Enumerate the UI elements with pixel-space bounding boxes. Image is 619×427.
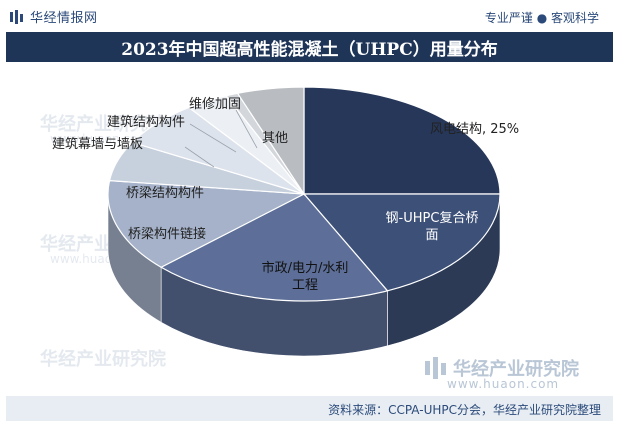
watermark-text: 华经产业研究院 — [40, 349, 166, 370]
pie-slice-2 — [159, 193, 389, 302]
pie-slice-1 — [302, 193, 501, 292]
leader-line-1 — [189, 123, 237, 153]
pie-slice-3 — [107, 179, 307, 268]
leader-line-2 — [235, 109, 258, 149]
brand-name: 华经情报网 — [30, 11, 98, 26]
title-bar: 2023年中国超高性能混凝土（UHPC）用量分布 — [6, 32, 613, 62]
slice-label-2: 市政/电力/水利工程 — [262, 260, 349, 293]
brand-watermark-url: www.huaon.com — [447, 377, 560, 391]
chart-title: 2023年中国超高性能混凝土（UHPC）用量分布 — [121, 39, 498, 60]
pie-slice-8 — [236, 86, 305, 196]
leader-line-0 — [184, 146, 215, 168]
brand-logo: 华经情报网 — [10, 7, 98, 26]
pie-top — [107, 86, 501, 302]
watermark-text: 华经产业研究院 — [40, 114, 166, 135]
slice-label-8: 其他 — [262, 131, 288, 146]
pie-slice-0 — [303, 86, 501, 195]
logo-icon — [10, 9, 23, 24]
brand-watermark-icon — [425, 357, 446, 379]
slice-label-1: 钢-UHPC复合桥面 — [386, 211, 479, 243]
brand-watermark: 华经产业研究院 — [425, 355, 579, 381]
slice-label-5: 建筑幕墙与墙板 — [52, 136, 143, 152]
brand-watermark-text: 华经产业研究院 — [453, 359, 579, 380]
slogan: 专业严谨 ● 客观科学 — [484, 11, 599, 25]
watermark-url: www.huaon.com — [50, 132, 150, 146]
slice-label-0: 风电结构, 25% — [430, 122, 519, 137]
top-bar: 华经情报网 专业严谨 ● 客观科学 — [0, 0, 619, 30]
slice-label-4: 桥梁结构构件 — [126, 186, 204, 201]
source-note: 资料来源：CCPA-UHPC分会，华经产业研究院整理 — [328, 403, 601, 417]
slice-label-7: 维修加固 — [189, 97, 241, 112]
slice-label-3: 桥梁构件链接 — [128, 226, 206, 242]
source-bar: 资料来源：CCPA-UHPC分会，华经产业研究院整理 — [6, 396, 613, 421]
slice-label-6: 建筑结构构件 — [107, 114, 185, 130]
